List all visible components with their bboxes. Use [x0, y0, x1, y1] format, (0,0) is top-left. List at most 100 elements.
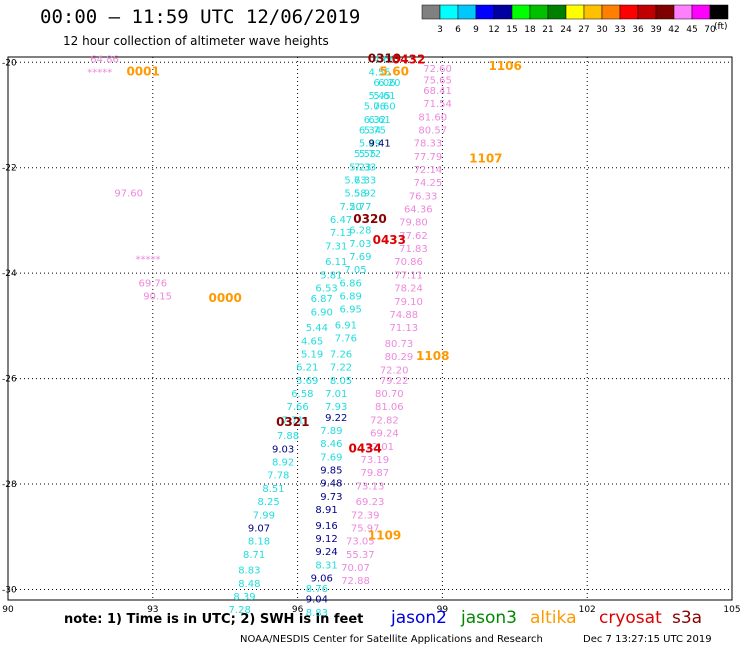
wave-height-point: 9.06	[311, 574, 333, 585]
wave-height-point: 68.41	[423, 86, 452, 97]
wave-height-point: 78.24	[394, 284, 423, 295]
wave-height-point: 71.54	[423, 99, 452, 110]
wave-height-point: 7.76	[335, 334, 357, 345]
wave-height-point: 6.28	[349, 226, 371, 237]
scale-label: 6	[455, 25, 461, 35]
run-time: Dec 7 13:27:15 UTC 2019	[583, 634, 712, 645]
wave-height-point: 6.11	[325, 257, 347, 268]
wave-height-point: 8.83	[306, 608, 328, 619]
x-tick-label: 102	[579, 605, 596, 615]
wave-height-point: 6.89	[340, 292, 362, 303]
wave-height-point: 8.91	[315, 505, 337, 516]
wave-height-point: 6.32	[364, 115, 386, 126]
wave-height-point: 4.55	[369, 67, 391, 78]
wave-height-point: 79.10	[394, 297, 423, 308]
wave-height-point: 69.23	[356, 497, 385, 508]
wave-height-point: 6.34	[359, 125, 381, 136]
wave-height-point: 8.71	[243, 550, 265, 561]
chart-subtitle: 12 hour collection of altimeter wave hei…	[63, 34, 329, 48]
time-label: 0320	[353, 212, 386, 226]
wave-height-point: 6.21	[296, 363, 318, 374]
wave-height-point: 73.13	[356, 481, 385, 492]
wave-height-point: 4.65	[301, 336, 323, 347]
wave-height-point: 77.11	[394, 270, 423, 281]
wave-height-point: 6.87	[311, 294, 333, 305]
scale-label: 3	[437, 25, 443, 35]
wave-height-point: 5.58	[344, 189, 366, 200]
wave-height-point: 90.15	[143, 292, 172, 303]
time-label: 0000	[208, 291, 241, 305]
wave-height-point: 7.60	[373, 102, 395, 113]
wave-height-point: 9.03	[272, 444, 294, 455]
wave-height-point: 7.66	[286, 402, 308, 413]
time-label: 0319	[368, 51, 401, 65]
y-tick-label: -24	[2, 269, 17, 279]
wave-height-point: 7.99	[253, 510, 275, 521]
wave-height-point: 69.24	[370, 429, 399, 440]
wave-height-point: 80.73	[385, 339, 414, 350]
wave-height-point: 72.82	[370, 415, 399, 426]
wave-height-point: 72.14	[414, 165, 443, 176]
wave-height-point: 7.05	[344, 265, 366, 276]
wave-height-point: 6.20	[378, 78, 400, 89]
wave-height-point: 9.85	[320, 465, 342, 476]
wave-height-point: 6.58	[291, 389, 313, 400]
wave-height-point: 8.31	[315, 560, 337, 571]
wave-height-point: 7.20	[340, 202, 362, 213]
scale-label: 27	[578, 25, 589, 35]
legend-cryosat: cryosat	[599, 608, 662, 628]
wave-height-point: 5.92	[354, 189, 376, 200]
wave-height-point: 8.51	[262, 484, 284, 495]
wave-height-point: 9.22	[325, 413, 347, 424]
scale-label: 70	[704, 25, 716, 35]
scale-label: 12	[488, 25, 499, 35]
wave-height-point: 71.13	[389, 323, 418, 334]
y-tick-label: -28	[2, 480, 17, 490]
wave-height-point: 79.87	[361, 468, 390, 479]
wave-height-point: 6.61	[369, 115, 391, 126]
wave-height-point: 6.86	[340, 278, 362, 289]
scale-swatch	[709, 4, 729, 20]
wave-height-point: 80.57	[418, 125, 447, 136]
wave-height-point: 8.46	[320, 439, 342, 450]
scale-label: 15	[506, 25, 517, 35]
time-label: 0434	[348, 441, 381, 455]
wave-height-point: 64.36	[404, 205, 433, 216]
x-tick-label: 99	[437, 605, 449, 615]
wave-height-point: 4.66	[373, 54, 395, 65]
wave-height-point: 7.13	[330, 228, 352, 239]
wave-height-point: 7.89	[320, 426, 342, 437]
wave-height-point: 70.86	[394, 257, 423, 268]
wave-height-point: 6.90	[311, 307, 333, 318]
legend-jason3: jason3	[461, 608, 517, 628]
scale-label: 39	[650, 25, 662, 35]
wave-height-point: 8.92	[272, 458, 294, 469]
legend-jason2: jason2	[391, 608, 447, 628]
wave-height-point: 7.03	[349, 239, 371, 250]
footer-note: note: 1) Time is in UTC; 2) SWH is in fe…	[64, 612, 364, 627]
wave-height-point: *****	[87, 67, 112, 78]
wave-height-point: 7.88	[277, 431, 299, 442]
wave-height-point: 5.19	[301, 349, 323, 360]
wave-height-point: 72.39	[351, 510, 380, 521]
wave-height-point: 8.05	[330, 376, 352, 387]
wave-height-point: 7.33	[354, 162, 376, 173]
wave-height-point: 7.69	[349, 252, 371, 263]
wave-height-point: 7.93	[325, 402, 347, 413]
color-scale-bar: 3 6 9 12 15 18 21 24 27 30 33 36 39 42 45 70	[421, 4, 729, 35]
wave-height-point: 55.37	[346, 550, 375, 561]
wave-height-point: 80.29	[385, 352, 414, 363]
wave-height-point: 5.72	[359, 149, 381, 160]
wave-height-point: 5.44	[306, 323, 328, 334]
color-scale-unit: (ft)	[714, 22, 728, 32]
wave-height-point: 7.71	[282, 415, 304, 426]
y-tick-label: -22	[2, 164, 17, 174]
x-tick-label: 90	[2, 605, 14, 615]
wave-height-point: 9.73	[320, 492, 342, 503]
wave-height-point: 7.31	[325, 241, 347, 252]
wave-height-point: 78.33	[414, 139, 443, 150]
scale-label: 33	[614, 25, 625, 35]
wave-height-point: 5.61	[373, 91, 395, 102]
wave-height-point: 5.45	[369, 91, 391, 102]
